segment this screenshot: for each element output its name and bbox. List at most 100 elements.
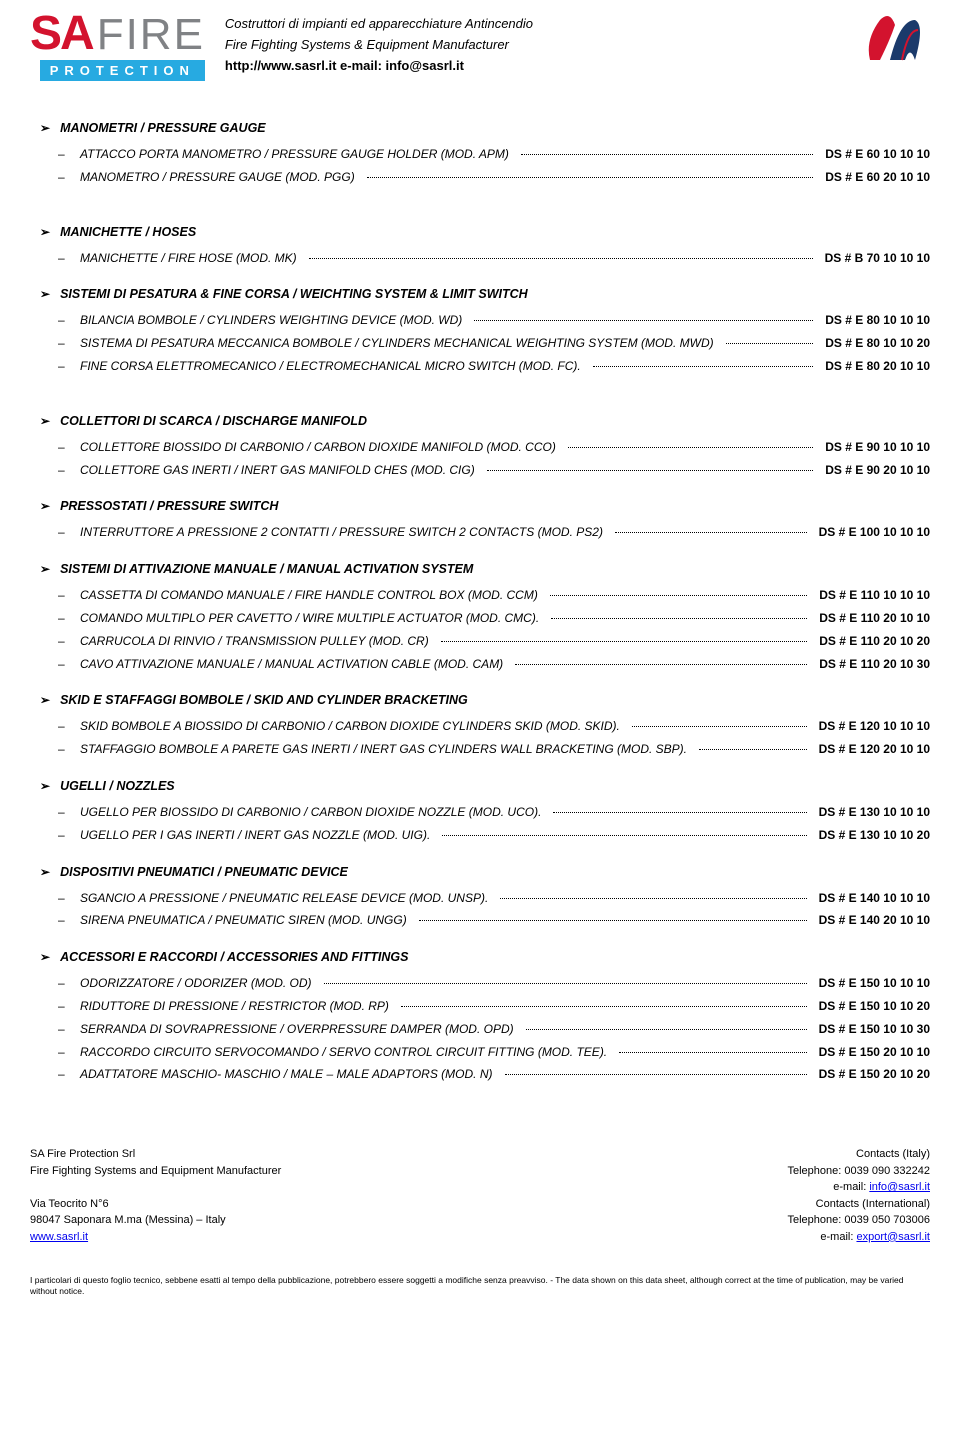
item-code: DS # E 140 20 10 10 <box>819 909 930 932</box>
logo-sa-text: SA <box>30 10 93 58</box>
line-item: –INTERRUTTORE A PRESSIONE 2 CONTATTI / P… <box>40 521 930 544</box>
item-code: DS # E 110 20 10 30 <box>819 653 930 676</box>
item-code: DS # E 140 10 10 10 <box>819 887 930 910</box>
section-header: ➢MANOMETRI / PRESSURE GAUGE <box>40 121 930 135</box>
item-code: DS # E 90 10 10 10 <box>825 436 930 459</box>
dash-icon: – <box>58 801 70 824</box>
footer-address2: 98047 Saponara M.ma (Messina) – Italy <box>30 1212 281 1229</box>
section-title: PRESSOSTATI / PRESSURE SWITCH <box>60 499 278 513</box>
section-header: ➢ COLLETTORI DI SCARCA / DISCHARGE MANIFO… <box>40 414 930 428</box>
item-description: RIDUTTORE DI PRESSIONE / RESTRICTOR (MOD… <box>80 995 389 1018</box>
item-code: DS # E 130 10 10 10 <box>819 801 930 824</box>
item-description: RACCORDO CIRCUITO SERVOCOMANDO / SERVO C… <box>80 1041 607 1064</box>
item-code: DS # E 150 10 10 30 <box>819 1018 930 1041</box>
chevron-icon: ➢ <box>40 950 50 964</box>
section-header: ➢ACCESSORI E RACCORDI / ACCESSORIES AND … <box>40 950 930 964</box>
section-title: SISTEMI DI PESATURA & FINE CORSA / WEICH… <box>60 287 528 301</box>
item-code: DS # E 60 20 10 10 <box>825 166 930 189</box>
leader-dots <box>515 664 807 665</box>
item-code: DS # E 80 10 10 10 <box>825 309 930 332</box>
footer-tel-intl: Telephone: 0039 050 703006 <box>787 1212 930 1229</box>
footer-blank <box>30 1179 281 1196</box>
item-description: CAVO ATTIVAZIONE MANUALE / MANUAL ACTIVA… <box>80 653 503 676</box>
dash-icon: – <box>58 630 70 653</box>
footer-tel-italy: Telephone: 0039 090 332242 <box>787 1163 930 1180</box>
line-item: –ODORIZZATORE / ODORIZER (MOD. OD)DS # E… <box>40 972 930 995</box>
chevron-icon: ➢ <box>40 414 50 428</box>
footer-left: SA Fire Protection Srl Fire Fighting Sys… <box>30 1146 281 1245</box>
section-title: DISPOSITIVI PNEUMATICI / PNEUMATIC DEVIC… <box>60 865 348 879</box>
page-header: SA FIRE PROTECTION Costruttori di impian… <box>30 10 930 81</box>
item-code: DS # E 130 10 10 20 <box>819 824 930 847</box>
section-title: SISTEMI DI ATTIVAZIONE MANUALE / MANUAL … <box>60 562 473 576</box>
item-description: COLLETTORE BIOSSIDO DI CARBONIO / CARBON… <box>80 436 556 459</box>
footer-website: www.sasrl.it <box>30 1229 281 1246</box>
footer-email-intl-link[interactable]: export@sasrl.it <box>856 1231 930 1243</box>
line-item: –SISTEMA DI PESATURA MECCANICA BOMBOLE /… <box>40 332 930 355</box>
logo-left: SA FIRE PROTECTION <box>30 10 205 81</box>
item-description: ODORIZZATORE / ODORIZER (MOD. OD) <box>80 972 312 995</box>
item-code: DS # E 120 20 10 10 <box>819 738 930 761</box>
item-description: STAFFAGGIO BOMBOLE A PARETE GAS INERTI /… <box>80 738 687 761</box>
line-item: –COMANDO MULTIPLO PER CAVETTO / WIRE MUL… <box>40 607 930 630</box>
item-code: DS # E 110 20 10 20 <box>819 630 930 653</box>
section: ➢MANOMETRI / PRESSURE GAUGE –ATTACCO PORT… <box>40 121 930 189</box>
section: ➢MANICHETTE / HOSES–MANICHETTE / FIRE HO… <box>40 225 930 270</box>
dash-icon: – <box>58 887 70 910</box>
item-description: MANOMETRO / PRESSURE GAUGE (MOD. PGG) <box>80 166 355 189</box>
line-item: –ATTACCO PORTA MANOMETRO / PRESSURE GAUG… <box>40 143 930 166</box>
leader-dots <box>521 154 813 155</box>
line-item: –CARRUCOLA DI RINVIO / TRANSMISSION PULL… <box>40 630 930 653</box>
leader-dots <box>615 532 807 533</box>
logo-right-icon <box>860 10 930 70</box>
item-description: ATTACCO PORTA MANOMETRO / PRESSURE GAUGE… <box>80 143 509 166</box>
line-item: –SIRENA PNEUMATICA / PNEUMATIC SIREN (MO… <box>40 909 930 932</box>
leader-dots <box>309 258 813 259</box>
item-code: DS # E 90 20 10 10 <box>825 459 930 482</box>
line-item: –COLLETTORE BIOSSIDO DI CARBONIO / CARBO… <box>40 436 930 459</box>
dash-icon: – <box>58 436 70 459</box>
leader-dots <box>550 595 807 596</box>
section: ➢UGELLI / NOZZLES–UGELLO PER BIOSSIDO DI… <box>40 779 930 847</box>
line-item: –MANOMETRO / PRESSURE GAUGE (MOD. PGG)DS… <box>40 166 930 189</box>
logo-protection-box: PROTECTION <box>40 60 205 81</box>
line-item: –SERRANDA DI SOVRAPRESSIONE / OVERPRESSU… <box>40 1018 930 1041</box>
item-code: DS # E 150 20 10 20 <box>819 1063 930 1086</box>
line-item: –BILANCIA BOMBOLE / CYLINDERS WEIGHTING … <box>40 309 930 332</box>
section-title: MANOMETRI / PRESSURE GAUGE <box>60 121 266 135</box>
leader-dots <box>474 320 813 321</box>
header-line1: Costruttori di impianti ed apparecchiatu… <box>225 14 533 35</box>
footer-contacts-italy: Contacts (Italy) <box>787 1146 930 1163</box>
item-code: DS # E 80 10 10 20 <box>825 332 930 355</box>
line-item: –SKID BOMBOLE A BIOSSIDO DI CARBONIO / C… <box>40 715 930 738</box>
chevron-icon: ➢ <box>40 499 50 513</box>
footer-company: SA Fire Protection Srl <box>30 1146 281 1163</box>
footer-right: Contacts (Italy) Telephone: 0039 090 332… <box>787 1146 930 1245</box>
leader-dots <box>726 343 814 344</box>
item-description: MANICHETTE / FIRE HOSE (MOD. MK) <box>80 247 297 270</box>
leader-dots <box>324 983 807 984</box>
item-description: SERRANDA DI SOVRAPRESSIONE / OVERPRESSUR… <box>80 1018 514 1041</box>
dash-icon: – <box>58 459 70 482</box>
section: ➢ COLLETTORI DI SCARCA / DISCHARGE MANIFO… <box>40 414 930 482</box>
item-description: COLLETTORE GAS INERTI / INERT GAS MANIFO… <box>80 459 475 482</box>
section-title: COLLETTORI DI SCARCA / DISCHARGE MANIFOL… <box>60 414 367 428</box>
leader-dots <box>441 641 808 642</box>
section: ➢SISTEMI DI PESATURA & FINE CORSA / WEIC… <box>40 287 930 377</box>
item-description: ADATTATORE MASCHIO- MASCHIO / MALE – MAL… <box>80 1063 493 1086</box>
dash-icon: – <box>58 332 70 355</box>
disclaimer: I particolari di questo foglio tecnico, … <box>30 1275 930 1297</box>
line-item: –STAFFAGGIO BOMBOLE A PARETE GAS INERTI … <box>40 738 930 761</box>
section-header: ➢ PRESSOSTATI / PRESSURE SWITCH <box>40 499 930 513</box>
footer-email-italy-link[interactable]: info@sasrl.it <box>869 1181 930 1193</box>
footer-website-link[interactable]: www.sasrl.it <box>30 1231 88 1243</box>
dash-icon: – <box>58 909 70 932</box>
dash-icon: – <box>58 247 70 270</box>
leader-dots <box>526 1029 807 1030</box>
chevron-icon: ➢ <box>40 865 50 879</box>
line-item: –RIDUTTORE DI PRESSIONE / RESTRICTOR (MO… <box>40 995 930 1018</box>
chevron-icon: ➢ <box>40 779 50 793</box>
line-item: –UGELLO PER I GAS INERTI / INERT GAS NOZ… <box>40 824 930 847</box>
page-footer: SA Fire Protection Srl Fire Fighting Sys… <box>30 1146 930 1245</box>
line-item: –CAVO ATTIVAZIONE MANUALE / MANUAL ACTIV… <box>40 653 930 676</box>
